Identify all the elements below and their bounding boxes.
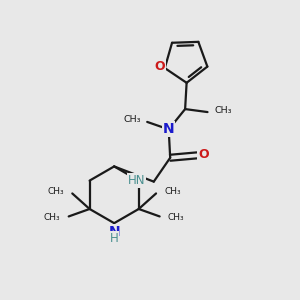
Text: CH₃: CH₃ [47,188,64,196]
Text: O: O [154,60,165,73]
Text: HN: HN [128,174,146,187]
Text: CH₃: CH₃ [215,106,232,115]
Text: N: N [163,122,175,136]
Text: CH₃: CH₃ [168,213,184,222]
Text: CH₃: CH₃ [123,115,141,124]
Text: CH₃: CH₃ [164,188,181,196]
Text: O: O [198,148,209,161]
Text: N: N [108,224,120,239]
Text: H: H [110,232,118,244]
Text: CH₃: CH₃ [44,213,60,222]
